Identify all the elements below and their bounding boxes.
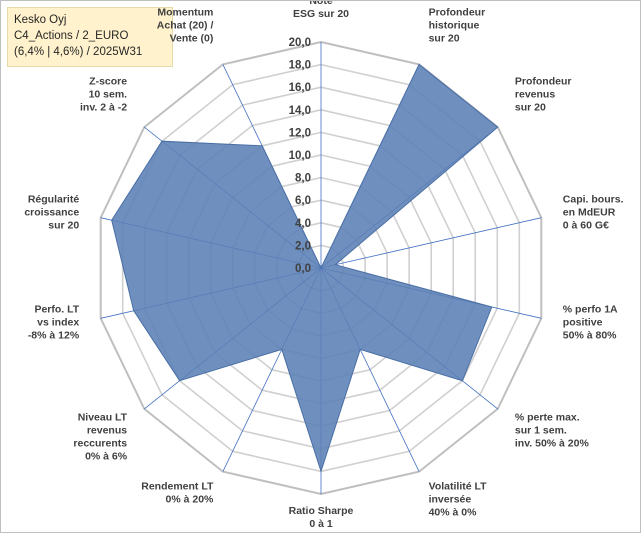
- axis-label: -8% à 12%: [28, 330, 80, 342]
- axis-label: revenus: [87, 425, 127, 437]
- tick-label: 8,0: [295, 173, 311, 185]
- axis-label: Vente (0): [170, 33, 214, 45]
- axis-label: Volatilité LT: [429, 480, 488, 492]
- period-info: (6,4% | 4,6%) / 2025W31: [14, 46, 143, 58]
- axis-label: inversée: [429, 493, 472, 505]
- axis-label: inv. 50% à 20%: [515, 438, 590, 450]
- tick-label: 14,0: [289, 105, 311, 117]
- axis-label: sur 1 sem.: [515, 425, 567, 437]
- axis-spoke: [320, 217, 542, 269]
- axis-label: Ratio Sharpe: [289, 505, 354, 517]
- tick-label: 6,0: [295, 195, 311, 207]
- axis-label: Niveau LT: [78, 412, 128, 424]
- tick-label: 0,0: [295, 263, 311, 275]
- axis-label: en MdEUR: [563, 206, 616, 218]
- axis-label: sur 20: [48, 219, 79, 231]
- axis-label: 10 sem.: [89, 88, 128, 100]
- axis-label: ESG sur 20: [293, 8, 349, 20]
- portfolio-category: C4_Actions / 2_EURO: [14, 30, 129, 42]
- axis-label: % perte max.: [515, 412, 580, 424]
- series-area: [111, 63, 499, 474]
- company-name: Kesko Oyj: [14, 14, 67, 26]
- axis-label: 50% à 80%: [563, 330, 617, 342]
- axis-label: 0 à 1: [309, 518, 333, 530]
- tick-label: 16,0: [289, 82, 311, 94]
- axis-label: Momentum: [157, 7, 213, 19]
- axis-label: Achat (20) /: [157, 20, 214, 32]
- axis-label: revenus: [515, 88, 555, 100]
- axis-label: Note: [309, 1, 332, 7]
- axis-label: Régularité: [28, 193, 80, 205]
- tick-label: 10,0: [289, 150, 311, 162]
- axis-label: sur 20: [429, 33, 460, 45]
- axis-label: 0% à 6%: [85, 451, 128, 463]
- axis-label: Capi. bours.: [563, 193, 624, 205]
- axis-label: historique: [429, 20, 480, 32]
- axis-label: 0 à 60 G€: [563, 219, 609, 231]
- axis-label: reccurents: [73, 438, 127, 450]
- tick-label: 4,0: [295, 218, 311, 230]
- tick-label: 20,0: [289, 37, 311, 49]
- axis-label: Rendement LT: [141, 480, 214, 492]
- tick-label: 18,0: [289, 60, 311, 72]
- axis-label: croissance: [24, 206, 79, 218]
- tick-label: 2,0: [295, 240, 311, 252]
- axis-label: Profondeur: [429, 7, 486, 19]
- axis-label: Profondeur: [515, 75, 572, 87]
- title-box: Kesko Oyj C4_Actions / 2_EURO (6,4% | 4,…: [7, 7, 173, 67]
- axis-label: % perfo 1A: [563, 304, 618, 316]
- axis-label: inv. 2 à -2: [80, 101, 127, 113]
- axis-label: 40% à 0%: [429, 506, 478, 518]
- axis-label: Perfo. LT: [34, 304, 79, 316]
- axis-label: Z-score: [89, 75, 127, 87]
- axis-label: sur 20: [515, 101, 546, 113]
- tick-label: 12,0: [289, 127, 311, 139]
- axis-label: vs index: [37, 317, 79, 329]
- axis-label: positive: [563, 317, 603, 329]
- axis-label: 0% à 20%: [166, 493, 215, 505]
